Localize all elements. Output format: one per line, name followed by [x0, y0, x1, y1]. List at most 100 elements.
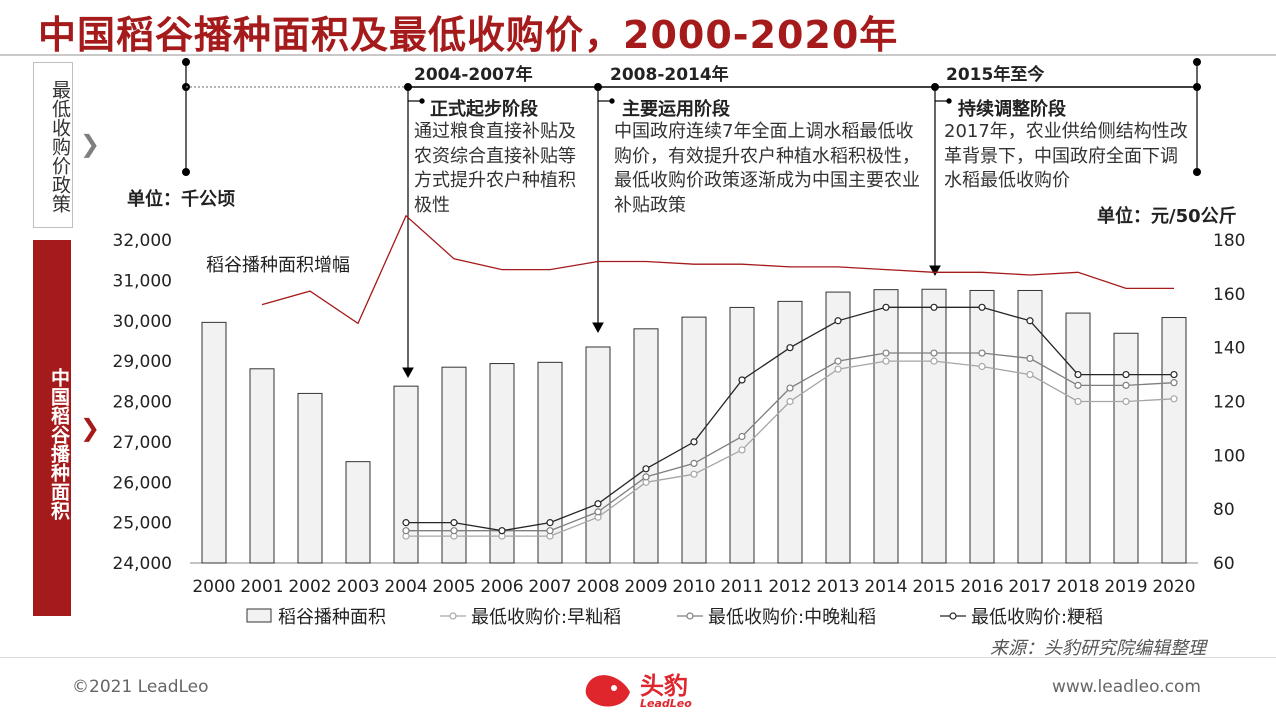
x-tick-label: 2017 [1008, 577, 1051, 597]
series-2-point [642, 473, 650, 481]
series-3-point [738, 376, 746, 384]
phase-3-desc: 2017年，农业供给侧结构性改革背景下，中国政府全面下调水稻最低收购价 [944, 121, 1188, 191]
phase-1-arrowhead [402, 367, 414, 379]
series-2-point [1122, 381, 1130, 389]
phase-2-period: 2008-2014年 [610, 65, 729, 85]
x-tick-label: 2000 [192, 577, 235, 597]
y-right-tick-label: 180 [1213, 231, 1245, 251]
leadleo-logo [585, 675, 630, 707]
right-axis-unit: 单位：元/50公斤 [1097, 206, 1237, 227]
phase-3-arrowhead [929, 265, 941, 277]
x-tick-label: 2016 [960, 577, 1003, 597]
y-left-tick-label: 29,000 [113, 352, 172, 372]
left-axis-unit: 单位：千公顷 [127, 189, 235, 210]
y-left-tick-label: 24,000 [113, 554, 172, 574]
series-2-point [834, 357, 842, 365]
bar-area-2003 [345, 461, 371, 564]
y-right-tick-label: 80 [1213, 500, 1235, 520]
x-tick-label: 2012 [768, 577, 811, 597]
y-right-tick-label: 100 [1213, 446, 1245, 466]
legend-swatch-marker [686, 612, 694, 620]
series-3-point [1170, 370, 1178, 379]
annotation-growth-label: 稻谷播种面积增幅 [206, 255, 350, 276]
series-2-point [786, 384, 794, 392]
x-tick-label: 2002 [288, 577, 331, 597]
series-3-point [1122, 370, 1130, 379]
legend-swatch-marker [949, 612, 957, 620]
x-tick-label: 2010 [672, 577, 715, 597]
legend-label: 稻谷播种面积 [278, 607, 386, 628]
series-1-point [834, 365, 842, 373]
series-2-point [930, 349, 938, 357]
series-line-4 [261, 214, 1174, 325]
phase-1-bullet [419, 98, 425, 104]
sidebar-area-label: 中国稻谷播种面积 [33, 240, 71, 616]
series-3-point [450, 519, 458, 527]
x-tick-label: 2018 [1056, 577, 1099, 597]
bar-area-2009 [633, 328, 659, 564]
phase-2-bullet [609, 98, 615, 104]
series-1-point [690, 470, 698, 478]
series-1-point [1122, 397, 1130, 406]
series-2-point [594, 508, 602, 516]
phase-2-arrowhead [592, 322, 604, 334]
x-tick-label: 2015 [912, 577, 955, 597]
bar-area-2012 [777, 300, 803, 564]
title-divider [0, 54, 1276, 56]
series-1-point [978, 362, 986, 371]
sidebar-policy-label: 最低收购价政策 [33, 62, 73, 228]
timeline-dot [1193, 58, 1201, 66]
series-3-point [978, 303, 986, 311]
series-2-point [546, 527, 554, 535]
phase-1-period: 2004-2007年 [414, 65, 533, 85]
leopard-head-icon [585, 675, 630, 707]
series-2-point [1074, 381, 1082, 389]
timeline-dot [1193, 83, 1201, 91]
logo-subtext: LeadLeo [640, 697, 692, 710]
y-left-tick-label: 28,000 [113, 393, 172, 413]
legend-label: 最低收购价:中晚籼稻 [708, 607, 876, 628]
bar-area-2020 [1161, 317, 1187, 564]
x-tick-label: 2019 [1104, 577, 1147, 597]
series-2-point [978, 349, 986, 357]
series-1-point [1170, 395, 1178, 403]
x-tick-label: 2009 [624, 577, 667, 597]
series-1-point [930, 357, 938, 365]
phase-1-desc: 通过粮食直接补贴及农资综合直接补贴等方式提升农户种植积极性 [414, 121, 576, 216]
y-right-tick-label: 160 [1213, 285, 1245, 305]
bar-area-2008 [585, 346, 611, 564]
series-1-point [738, 446, 746, 454]
phase-3-name: 持续调整阶段 [958, 99, 1066, 120]
bar-area-2013 [825, 291, 851, 564]
bar-area-2000 [201, 321, 227, 564]
copyright: ©2021 LeadLeo [72, 677, 209, 697]
series-3-point [1074, 370, 1082, 379]
phase-3-period: 2015年至今 [946, 65, 1045, 85]
x-tick-label: 2013 [816, 577, 859, 597]
series-2-point [1026, 354, 1034, 363]
timeline [182, 58, 1201, 379]
footer-divider [0, 657, 1276, 658]
bar-area-2014 [873, 289, 899, 564]
series-3-point [1026, 317, 1034, 325]
website-link[interactable]: www.leadleo.com [1052, 677, 1201, 697]
series-1-point [882, 357, 890, 365]
series-3-point [690, 438, 698, 446]
legend-swatch-bar [246, 608, 272, 623]
bar-area-2002 [297, 392, 323, 564]
source-note: 来源：头豹研究院编辑整理 [990, 638, 1206, 659]
x-tick-label: 2014 [864, 577, 907, 597]
legend-swatch-marker [449, 612, 457, 620]
page-title: 中国稻谷播种面积及最低收购价，2000-2020年 [38, 13, 899, 57]
y-left-tick-label: 31,000 [113, 271, 172, 291]
bar-area-2019 [1113, 332, 1139, 564]
timeline-dot [182, 168, 190, 176]
x-tick-label: 2011 [720, 577, 763, 597]
y-right-tick-label: 60 [1213, 554, 1235, 574]
x-tick-label: 2008 [576, 577, 619, 597]
series-3-point [834, 317, 842, 325]
x-tick-label: 2003 [336, 577, 379, 597]
series-1-point [1026, 370, 1034, 379]
bar-area-2016 [969, 289, 995, 564]
